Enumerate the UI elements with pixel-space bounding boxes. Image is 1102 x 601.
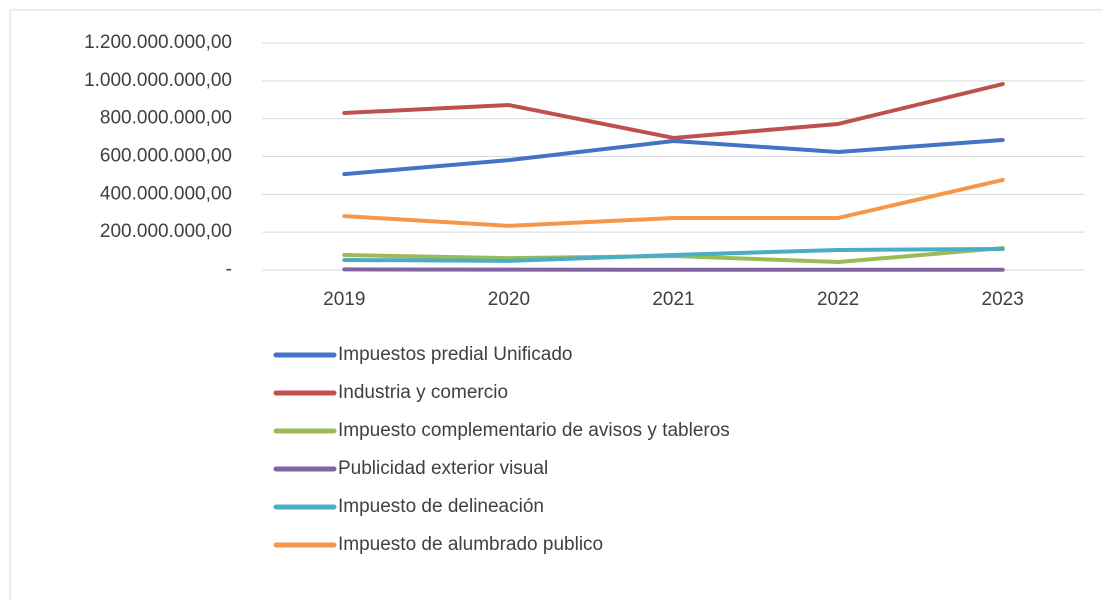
x-tick-label: 2023 — [982, 289, 1024, 310]
y-tick-label: 400.000.000,00 — [100, 183, 232, 204]
series-line — [342, 177, 1005, 228]
series-line — [342, 138, 1005, 177]
legend-label: Industria y comercio — [338, 382, 508, 403]
legend-label: Impuesto complementario de avisos y tabl… — [338, 420, 730, 441]
y-tick-label: 600.000.000,00 — [100, 146, 232, 167]
legend-label: Impuestos predial Unificado — [338, 344, 572, 365]
y-tick-label: 200.000.000,00 — [100, 221, 232, 242]
legend-label: Impuesto de alumbrado publico — [338, 534, 603, 555]
y-tick-label: - — [226, 259, 232, 280]
series-line — [342, 82, 1005, 140]
y-tick-label: 1.200.000.000,00 — [84, 32, 232, 53]
x-tick-label: 2022 — [817, 289, 859, 310]
legend-label: Publicidad exterior visual — [338, 458, 548, 479]
x-tick-label: 2019 — [323, 289, 365, 310]
x-tick-label: 2021 — [652, 289, 694, 310]
y-tick-label: 1.000.000.000,00 — [84, 70, 232, 91]
series-line — [342, 247, 1005, 263]
x-tick-label: 2020 — [488, 289, 530, 310]
y-tick-label: 800.000.000,00 — [100, 108, 232, 129]
legend-label: Impuesto de delineación — [338, 496, 544, 517]
